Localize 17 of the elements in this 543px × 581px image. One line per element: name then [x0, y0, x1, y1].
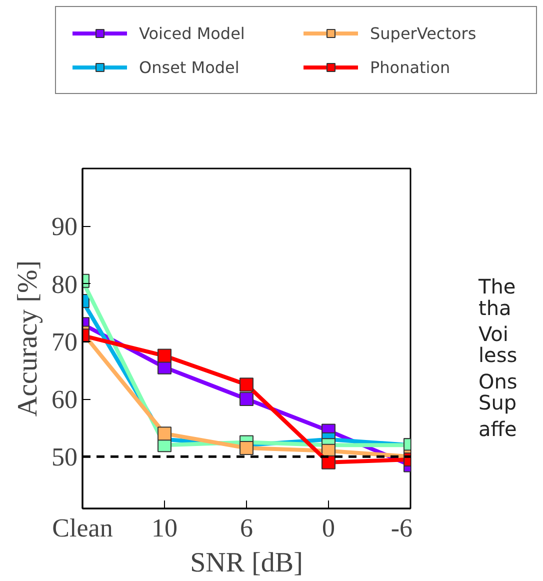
y-tick-label: 70 — [52, 327, 78, 356]
legend-label: Phonation — [370, 58, 452, 76]
text: affe — [478, 416, 517, 441]
x-tick-label: 6 — [240, 514, 253, 542]
legend-label: Onset Model — [139, 58, 240, 76]
x-tick-label: 10 — [152, 514, 178, 542]
y-tick-label: 90 — [52, 212, 78, 242]
x-axis-title: SNR [dB] — [190, 548, 303, 578]
x-tick-label: -6 — [390, 514, 413, 542]
y-tick-label: 80 — [52, 270, 78, 299]
x-tick-label: 0 — [322, 514, 335, 542]
legend-label: Voiced Model — [139, 24, 246, 42]
y-axis-title: Accuracy [%] — [12, 260, 44, 417]
y-tick-label: 60 — [52, 385, 78, 414]
y-tick-label: 50 — [52, 442, 78, 472]
x-tick-label: Clean — [52, 514, 113, 542]
legend-label: SuperVectors — [370, 24, 478, 42]
